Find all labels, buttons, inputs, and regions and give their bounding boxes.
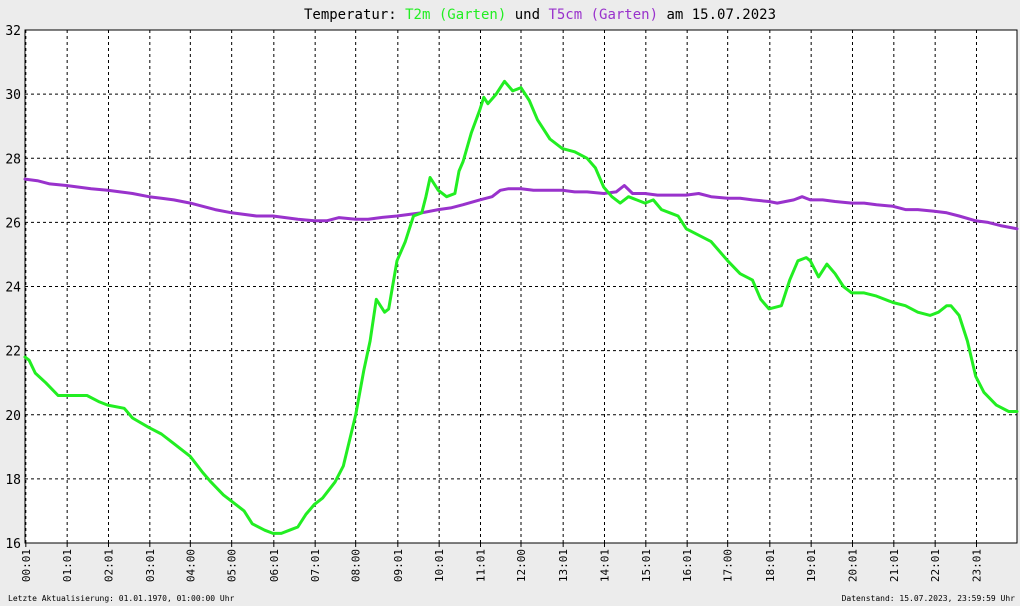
y-tick-label: 18 [5,473,21,488]
y-tick-label: 32 [5,24,21,39]
x-tick-label: 01:01 [61,549,74,582]
x-tick-label: 10:01 [433,549,446,582]
x-tick-label: 13:01 [557,549,570,582]
grid-lines [25,30,1017,543]
x-axis: 00:01 01:01 02:01 03:01 04:00 05:00 06:01 07:01… [20,543,983,582]
x-tick-label: 07:01 [309,549,322,582]
chart-title: Temperatur: T2m (Garten) und T5cm (Garte… [304,7,776,23]
x-tick-label: 11:01 [474,549,487,582]
x-tick-label: 08:00 [350,549,363,582]
x-tick-label: 09:01 [392,549,405,582]
plot-area [24,29,1018,544]
x-tick-label: 19:01 [805,549,818,582]
y-axis: 16 18 20 22 24 26 28 30 32 [5,24,21,552]
y-tick-label: 16 [5,537,21,552]
x-tick-label: 16:01 [681,549,694,582]
y-tick-label: 20 [5,409,21,424]
y-tick-label: 28 [5,152,21,167]
x-tick-label: 00:01 [20,549,33,582]
x-tick-label: 23:01 [970,549,983,582]
x-tick-label: 05:00 [226,549,239,582]
x-tick-label: 22:01 [929,549,942,582]
x-tick-label: 15:01 [640,549,653,582]
title-part-4: am 15.07.2023 [658,7,776,23]
x-tick-label: 17:00 [722,549,735,582]
y-tick-label: 26 [5,216,21,231]
footer-data-state: Datenstand: 15.07.2023, 23:59:59 Uhr [842,594,1016,603]
footer-last-update: Letzte Aktualisierung: 01.01.1970, 01:00… [8,594,235,603]
x-tick-label: 02:01 [102,549,115,582]
series-line-0 [23,79,1019,535]
x-tick-label: 04:00 [184,549,197,582]
y-tick-label: 24 [5,281,21,296]
title-part-0: Temperatur: [304,7,405,23]
series-lines [23,79,1019,535]
x-tick-label: 06:01 [268,549,281,582]
series-line-1 [23,177,1019,231]
y-tick-label: 30 [5,88,21,103]
x-tick-label: 20:01 [846,549,859,582]
x-tick-label: 14:01 [598,549,611,582]
title-part-1: T2m (Garten) [405,7,506,23]
title-part-3: T5cm (Garten) [548,7,658,23]
x-tick-label: 21:01 [888,549,901,582]
y-tick-label: 22 [5,345,21,360]
title-part-2: und [506,7,548,23]
x-tick-label: 12:00 [515,549,528,582]
x-tick-label: 18:01 [764,549,777,582]
x-tick-label: 03:01 [144,549,157,582]
